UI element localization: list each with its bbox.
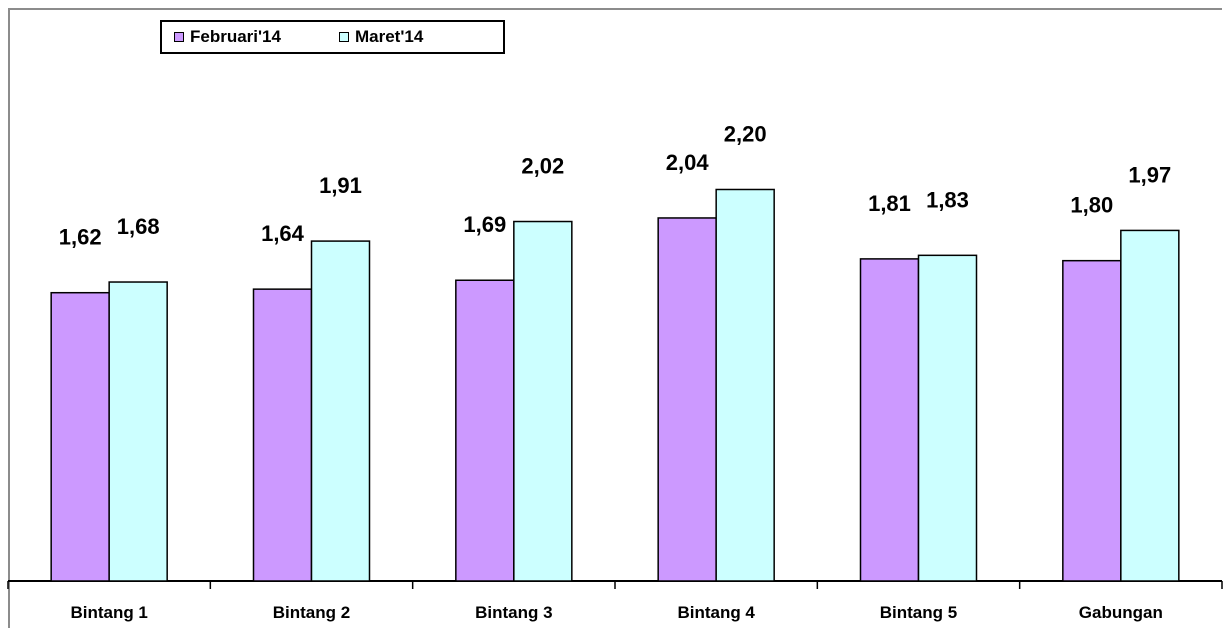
data-label-februari: 1,81 (868, 191, 911, 216)
legend: Februari'14 Maret'14 (160, 20, 505, 54)
data-label-maret: 2,02 (521, 154, 564, 179)
data-label-maret: 1,91 (319, 173, 362, 198)
data-label-februari: 1,80 (1070, 193, 1113, 218)
bar-februari (455, 279, 515, 582)
x-tick-label: Bintang 5 (880, 603, 957, 622)
data-label-februari: 1,62 (59, 225, 102, 250)
chart-frame (8, 8, 1222, 628)
x-tick-label: Gabungan (1079, 603, 1163, 622)
x-tick-label: Bintang 1 (70, 603, 147, 622)
x-tick-label: Bintang 3 (475, 603, 552, 622)
legend-swatch-februari (174, 32, 184, 42)
legend-item-maret: Maret'14 (338, 27, 424, 47)
bar-februari (657, 217, 717, 582)
data-label-maret: 2,20 (724, 121, 767, 146)
data-label-maret: 1,97 (1128, 162, 1171, 187)
x-tick-label: Bintang 2 (273, 603, 350, 622)
legend-label-maret: Maret'14 (354, 27, 424, 46)
x-tick-label: Bintang 4 (677, 603, 755, 622)
bar-februari (859, 258, 920, 582)
legend-swatch-maret (338, 32, 349, 42)
bar-februari (50, 291, 110, 582)
bar-maret (715, 188, 775, 582)
bar-februari (1062, 259, 1122, 582)
bar-februari (252, 288, 313, 582)
bar-maret (917, 254, 978, 582)
data-label-februari: 2,04 (666, 150, 710, 175)
data-label-februari: 1,69 (463, 212, 506, 237)
legend-label-februari: Februari'14 (190, 27, 281, 46)
data-label-maret: 1,83 (926, 187, 969, 212)
data-label-februari: 1,64 (261, 221, 305, 246)
bar-maret (108, 281, 168, 582)
bar-maret (513, 220, 573, 582)
data-label-maret: 1,68 (117, 214, 160, 239)
legend-item-februari: Februari'14 (174, 27, 281, 47)
bar-maret (310, 240, 371, 582)
bar-maret (1120, 229, 1180, 582)
